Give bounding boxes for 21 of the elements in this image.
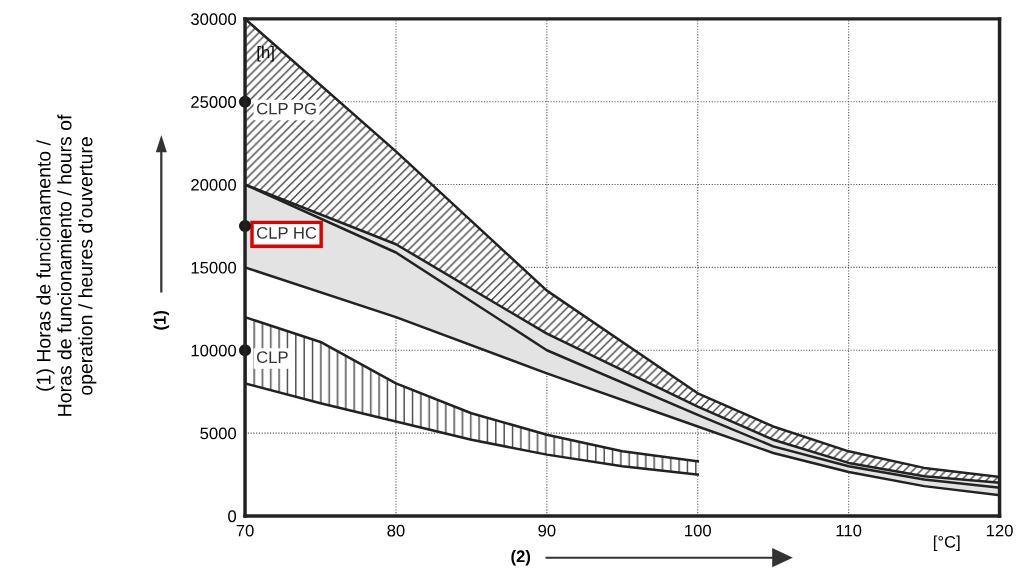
series-label: CLP PG	[257, 102, 316, 115]
series-label: CLP	[257, 351, 288, 364]
x-tick-label: 90	[538, 524, 556, 537]
y-axis-title: (1) Horas de funcionamento / Horas de funcionamiento / hours of operation / heures d’ouverture	[36, 114, 97, 416]
y-tick-label: 20000	[191, 178, 237, 191]
x-tick-label: 100	[685, 524, 711, 537]
y-tick-label: 25000	[191, 96, 237, 108]
x-tick-label: 110	[836, 524, 862, 537]
x-tick-label: 80	[387, 524, 405, 537]
y-tick-label: 10000	[191, 344, 237, 357]
y-tick-label: 0	[228, 510, 237, 523]
series-label: CLP HC	[257, 226, 317, 239]
text: [°C]	[933, 535, 960, 552]
text: (2)	[511, 549, 531, 566]
y-tick-label: 5000	[200, 427, 237, 440]
text: (1)	[153, 310, 170, 330]
y-tick-label: 15000	[191, 261, 237, 274]
y-tick-label: 30000	[191, 13, 237, 26]
x-tick-label: 70	[236, 524, 254, 537]
annotation: [h]	[257, 45, 274, 62]
x-tick-label: 120	[986, 524, 1013, 537]
